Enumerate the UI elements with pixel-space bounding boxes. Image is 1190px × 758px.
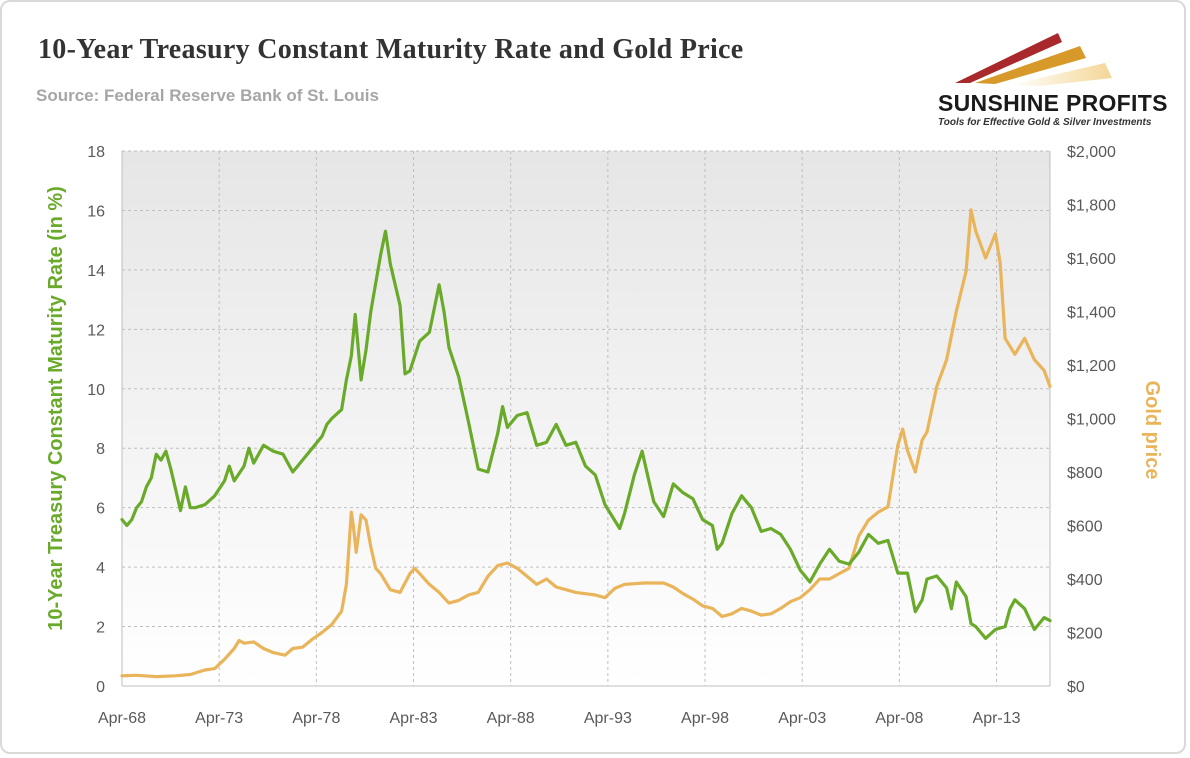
x-tick-label: Apr-03	[778, 710, 826, 727]
logo-beam-light	[1010, 63, 1112, 86]
y-right-tick-label: $1,200	[1067, 358, 1116, 375]
x-axis: Apr-68 Apr-73 Apr-78 Apr-83 Apr-88 Apr-93 Apr-…	[98, 710, 1021, 727]
y-axis-right-title: Gold price	[1141, 381, 1163, 480]
x-tick-label: Apr-93	[584, 710, 632, 727]
logo-beam-gold	[975, 46, 1086, 84]
x-tick-label: Apr-98	[681, 710, 729, 727]
y-axis-left: 0 2 4 6 8 10 12 14 16 18	[87, 144, 105, 696]
y-right-tick-label: $1,600	[1067, 251, 1116, 268]
x-tick-label: Apr-88	[487, 710, 535, 727]
y-right-tick-label: $800	[1067, 465, 1103, 482]
sunshine-logo-icon	[955, 33, 1112, 86]
logo-name: SUNSHINE PROFITS	[938, 90, 1168, 116]
x-tick-label: Apr-13	[973, 710, 1021, 727]
y-right-tick-label: $400	[1067, 572, 1103, 589]
x-tick-label: Apr-78	[292, 710, 340, 727]
y-left-tick-label: 10	[87, 382, 105, 399]
y-axis-right: $0 $200 $400 $600 $800 $1,000 $1,200 $1,400 $1,6…	[1067, 144, 1116, 696]
y-left-tick-label: 12	[87, 322, 105, 339]
y-right-tick-label: $0	[1067, 679, 1085, 696]
y-right-tick-label: $1,400	[1067, 305, 1116, 322]
series-lines	[120, 208, 1052, 679]
gold-price-line	[120, 208, 1052, 679]
treasury-rate-line	[120, 229, 1052, 640]
y-right-tick-label: $200	[1067, 626, 1103, 643]
logo-beam-red	[955, 33, 1062, 83]
x-tick-label: Apr-73	[195, 710, 243, 727]
logo-tagline: Tools for Effective Gold & Silver Invest…	[938, 117, 1152, 128]
y-left-tick-label: 4	[96, 560, 105, 577]
y-right-tick-label: $1,800	[1067, 198, 1116, 215]
y-left-tick-label: 6	[96, 501, 105, 518]
x-tick-label: Apr-08	[875, 710, 923, 727]
chart-title: 10-Year Treasury Constant Maturity Rate …	[38, 34, 744, 65]
y-left-tick-label: 14	[87, 263, 105, 280]
y-left-tick-label: 8	[96, 441, 105, 458]
y-right-tick-label: $1,000	[1067, 412, 1116, 429]
x-tick-label: Apr-68	[98, 710, 146, 727]
plot-area	[122, 151, 1050, 686]
x-tick-label: Apr-83	[390, 710, 438, 727]
y-left-tick-label: 2	[96, 620, 105, 637]
y-left-tick-label: 0	[96, 679, 105, 696]
chart-subtitle: Source: Federal Reserve Bank of St. Loui…	[36, 86, 379, 105]
y-right-tick-label: $600	[1067, 519, 1103, 536]
y-left-tick-label: 18	[87, 144, 105, 161]
y-axis-left-title: 10-Year Treasury Constant Maturity Rate …	[45, 186, 67, 631]
y-right-tick-label: $2,000	[1067, 144, 1116, 161]
y-left-tick-label: 16	[87, 203, 105, 220]
gridlines	[121, 150, 1051, 687]
